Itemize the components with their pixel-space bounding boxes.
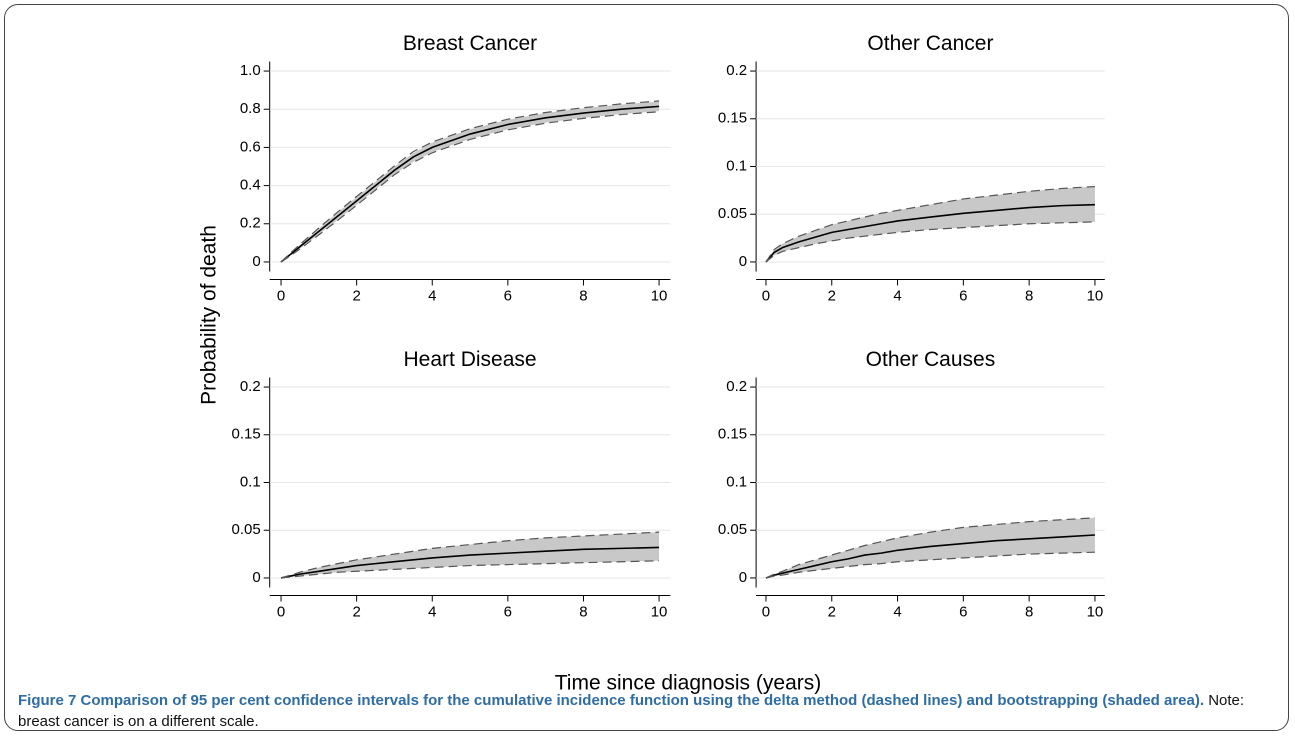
y-tick-label: 0.1 xyxy=(240,473,261,490)
x-tick-label: 6 xyxy=(959,287,967,304)
x-tick-label: 8 xyxy=(579,603,587,620)
x-tick-label: 10 xyxy=(1087,603,1104,620)
y-tick-label: 0.1 xyxy=(726,473,747,490)
x-tick-label: 8 xyxy=(1025,287,1033,304)
ci-bound-line xyxy=(765,517,1095,579)
x-tick-label: 10 xyxy=(1087,287,1104,304)
y-tick-label: 0.6 xyxy=(240,138,261,155)
ci-band xyxy=(765,186,1095,262)
x-axis-label: Time since diagnosis (years) xyxy=(555,672,821,695)
y-tick-label: 0.2 xyxy=(240,215,261,232)
x-tick-label: 4 xyxy=(428,287,436,304)
y-tick-label: 0 xyxy=(739,569,747,586)
y-tick-label: 0.15 xyxy=(718,426,747,443)
ci-bound-line xyxy=(765,185,1095,263)
y-tick-label: 0.05 xyxy=(718,205,747,222)
y-tick-label: 0.2 xyxy=(726,62,747,79)
ci-bound-line xyxy=(765,221,1095,263)
caption-note: Note: breast cancer is on a different sc… xyxy=(18,692,1245,730)
x-tick-label: 4 xyxy=(893,603,901,620)
y-tick-label: 0.4 xyxy=(240,177,261,194)
x-tick-label: 6 xyxy=(504,287,512,304)
panel-title: Heart Disease xyxy=(404,348,537,371)
x-tick-label: 0 xyxy=(277,287,285,304)
x-tick-label: 10 xyxy=(651,603,668,620)
ci-bound-line xyxy=(280,560,660,579)
caption-title: Figure 7 Comparison of 95 per cent confi… xyxy=(18,692,1205,709)
figure-frame xyxy=(4,4,1289,731)
x-tick-label: 4 xyxy=(428,603,436,620)
ci-bound-line xyxy=(280,531,660,579)
x-tick-label: 2 xyxy=(352,287,360,304)
y-tick-label: 0.8 xyxy=(240,100,261,117)
x-tick-label: 2 xyxy=(352,603,360,620)
y-tick-label: 1.0 xyxy=(240,62,261,79)
panel-title: Breast Cancer xyxy=(403,32,537,55)
estimate-line xyxy=(280,105,660,263)
ci-bound-line xyxy=(280,100,660,263)
y-tick-label: 0.05 xyxy=(231,521,260,538)
estimate-line xyxy=(765,203,1095,263)
estimate-line xyxy=(280,546,660,579)
y-tick-label: 0.05 xyxy=(718,521,747,538)
ci-bound-line xyxy=(280,111,660,263)
y-axis-label: Probability of death xyxy=(198,225,221,405)
y-tick-label: 0.15 xyxy=(718,110,747,127)
x-tick-label: 4 xyxy=(893,287,901,304)
ci-band xyxy=(281,101,660,262)
y-tick-label: 0.2 xyxy=(726,378,747,395)
caption: Figure 7 Comparison of 95 per cent confi… xyxy=(18,690,1278,732)
ci-band xyxy=(765,517,1095,578)
y-tick-label: 0.2 xyxy=(240,378,261,395)
x-tick-label: 2 xyxy=(828,603,836,620)
x-tick-label: 8 xyxy=(1025,603,1033,620)
y-tick-label: 0 xyxy=(252,253,260,270)
panel-title: Other Cancer xyxy=(867,32,993,55)
x-tick-label: 0 xyxy=(762,603,770,620)
x-tick-label: 6 xyxy=(504,603,512,620)
x-tick-label: 8 xyxy=(579,287,587,304)
x-tick-label: 0 xyxy=(762,287,770,304)
x-tick-label: 0 xyxy=(277,603,285,620)
y-tick-label: 0.1 xyxy=(726,157,747,174)
x-tick-label: 6 xyxy=(959,603,967,620)
panel-title: Other Causes xyxy=(866,348,996,371)
estimate-line xyxy=(765,534,1095,579)
y-tick-label: 0 xyxy=(252,569,260,586)
x-tick-label: 2 xyxy=(828,287,836,304)
y-tick-label: 0 xyxy=(739,253,747,270)
y-tick-label: 0.15 xyxy=(231,426,260,443)
x-tick-label: 10 xyxy=(651,287,668,304)
